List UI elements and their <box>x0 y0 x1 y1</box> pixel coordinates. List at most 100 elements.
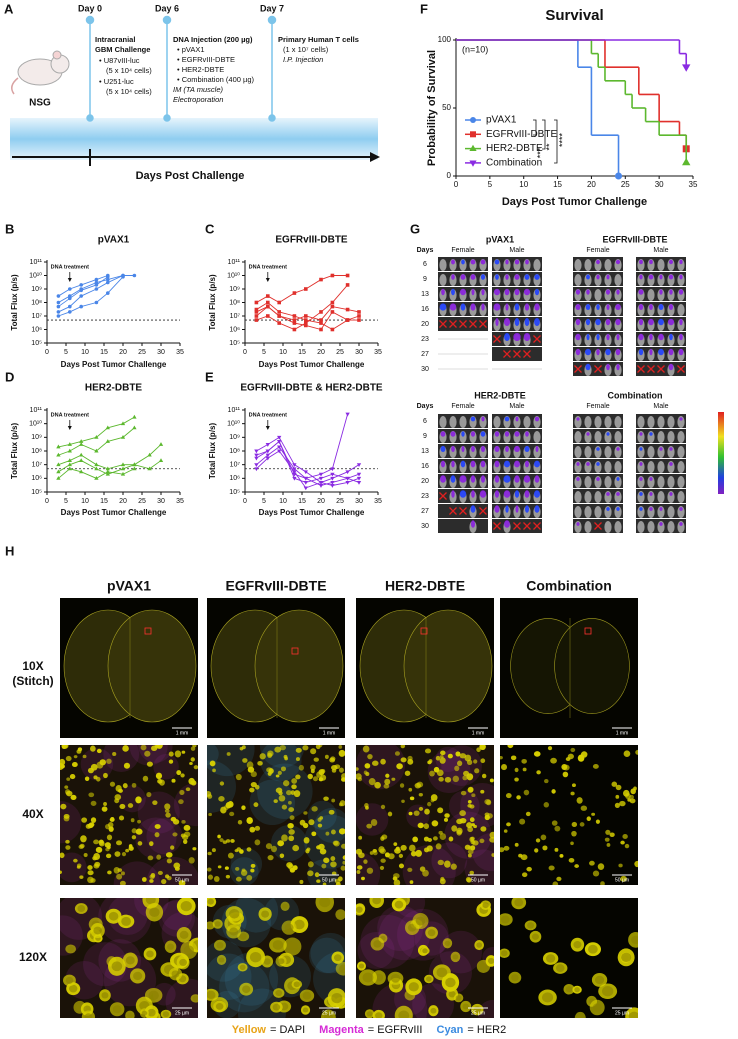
nucleus <box>454 765 460 772</box>
nucleus <box>424 748 432 754</box>
bioluminescence <box>523 475 531 483</box>
nucleus <box>338 745 343 749</box>
death-mark <box>647 365 655 373</box>
nucleus <box>356 906 363 913</box>
stain-haze <box>356 803 389 836</box>
bioluminescence <box>649 259 653 265</box>
marker <box>330 484 335 488</box>
nucleus <box>105 824 111 830</box>
nucleus <box>154 824 161 830</box>
nucleus <box>479 745 486 751</box>
bioluminescence <box>649 492 653 496</box>
nucleus <box>363 859 368 864</box>
nucleus <box>489 836 494 843</box>
nucleus <box>614 802 620 808</box>
event-pin <box>86 114 94 122</box>
nucleus <box>94 861 101 867</box>
death-mark <box>637 365 645 373</box>
mouse-image <box>637 416 645 428</box>
bioluminescence <box>606 274 610 280</box>
mouse-image <box>604 506 612 518</box>
nucleus <box>526 866 532 872</box>
bioluminescence <box>616 507 620 511</box>
nucleus <box>519 818 526 825</box>
mouse-image <box>647 476 655 488</box>
x-tick-label: 20 <box>119 498 127 505</box>
nucleus <box>189 762 193 766</box>
nucleus <box>87 865 93 870</box>
marker <box>67 448 72 453</box>
marker <box>94 475 99 480</box>
mouse-image <box>594 461 602 473</box>
row-label: 40X <box>22 807 43 821</box>
nucleus <box>422 948 428 954</box>
nucleus <box>168 759 174 764</box>
group-title: Combination <box>608 390 663 400</box>
tissue <box>554 618 630 714</box>
nucleus <box>65 976 74 984</box>
stain-haze <box>135 817 177 859</box>
bioluminescence <box>534 274 540 280</box>
stain-haze <box>118 785 146 813</box>
bioluminescence <box>535 445 539 453</box>
marker <box>277 300 281 305</box>
marker <box>132 462 137 467</box>
mouse-image <box>657 416 665 428</box>
mouse-image <box>647 521 655 533</box>
nucleus <box>429 770 435 777</box>
nucleus <box>380 858 386 863</box>
event-text: • pVAX1 <box>177 45 205 54</box>
nucleus <box>178 880 186 885</box>
nucleus <box>514 777 519 782</box>
nucleus <box>594 975 605 985</box>
bioluminescence <box>606 363 610 371</box>
marker <box>292 314 297 318</box>
column-title: HER2-DBTE <box>385 578 465 594</box>
mouse-image <box>594 476 602 488</box>
nucleus <box>154 832 160 838</box>
nucleus <box>76 749 82 754</box>
x-tick-label: 20 <box>317 498 325 505</box>
event-text: • U251-luc <box>99 77 134 86</box>
bioluminescence <box>658 304 664 310</box>
nucleus <box>633 786 637 791</box>
nucleus <box>146 791 152 798</box>
bioluminescence <box>669 333 673 341</box>
nucleus <box>484 798 491 805</box>
bioluminescence <box>679 274 683 280</box>
day-label: 27 <box>421 351 429 358</box>
mouse-image <box>667 416 675 428</box>
nucleus <box>131 835 137 840</box>
nucleus <box>241 805 246 811</box>
nucleus <box>362 745 370 753</box>
bioluminescence <box>504 333 510 341</box>
mouse-image <box>647 289 655 301</box>
marker <box>470 131 476 138</box>
bioluminescence <box>494 490 500 498</box>
nucleus <box>444 776 452 783</box>
nucleus <box>288 829 295 835</box>
nucleus <box>341 773 345 780</box>
nucleus <box>366 823 373 829</box>
mouse-image <box>574 521 582 533</box>
nucleus <box>556 876 562 882</box>
x-tick-label: 5 <box>262 349 266 356</box>
bioluminescence <box>615 304 621 310</box>
bioluminescence <box>461 445 465 453</box>
x-tick-label: 10 <box>279 349 287 356</box>
mouse-image <box>667 289 675 301</box>
marker <box>254 307 259 312</box>
bioluminescence <box>596 259 600 265</box>
nucleus <box>311 806 318 812</box>
micrograph <box>500 898 638 1018</box>
nucleus <box>87 870 94 876</box>
stain-haze <box>249 779 295 826</box>
mouse-image <box>459 431 467 443</box>
marker <box>292 291 297 295</box>
column-title: EGFRvIII-DBTE <box>225 578 326 594</box>
nucleus <box>367 753 373 760</box>
mouse-image <box>604 521 612 533</box>
marker <box>94 277 99 282</box>
bioluminescence <box>470 416 476 422</box>
micrograph <box>356 598 494 738</box>
